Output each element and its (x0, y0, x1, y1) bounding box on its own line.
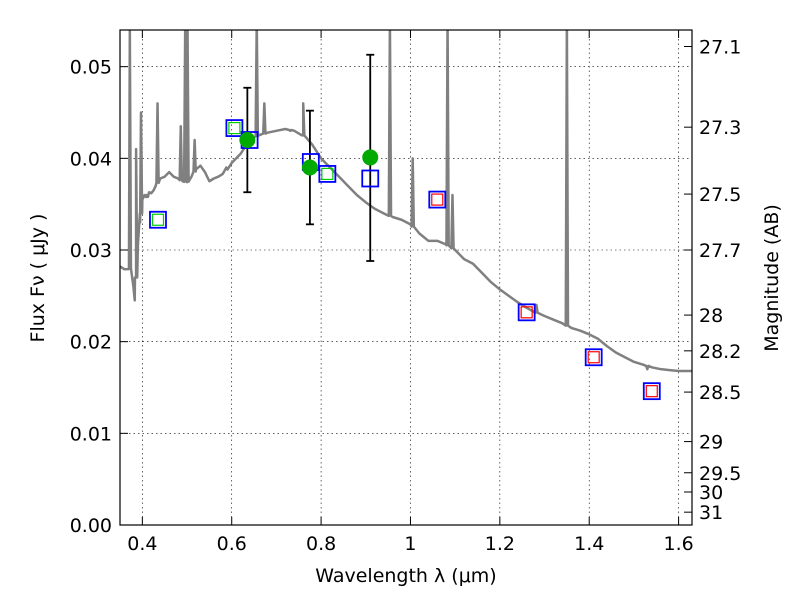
observed-photometry-point (428, 190, 447, 209)
right-tick-label: 27.3 (699, 117, 741, 139)
data-layer (120, 30, 692, 401)
model-photometry-point (520, 306, 533, 319)
y-tick-label: 0.04 (70, 148, 112, 170)
x-tick-label: 1.2 (485, 533, 515, 555)
observed-photometry-point (225, 119, 244, 137)
y-tick-label: 0.03 (70, 240, 112, 262)
x-tick-label: 0.4 (127, 533, 157, 555)
y-tick-label: 0.00 (70, 515, 112, 537)
measured-flux-point (362, 149, 379, 166)
right-tick-label: 27.7 (699, 240, 741, 262)
y-axis-label: Flux Fν ( μJy ) (27, 214, 49, 343)
model-photometry-point (228, 121, 241, 135)
x-tick-label: 1.6 (663, 533, 693, 555)
model-photometry-point (431, 193, 444, 206)
right-tick-label: 30 (699, 482, 723, 504)
model-photometry-point (645, 385, 658, 398)
ticks: 0.4 0.6 0.8 1 1.2 1.4 1.6 0.00 0.01 0.02 0.03 0.04 0… (70, 30, 741, 555)
observed-photometry-point (517, 303, 536, 322)
right-tick-label: 31 (699, 502, 723, 524)
observed-photometry-point (149, 210, 167, 229)
measured-flux-point (301, 159, 318, 176)
model-photometry-point (151, 213, 165, 226)
right-tick-label: 29.5 (699, 463, 741, 485)
y-tick-label: 0.02 (70, 332, 112, 354)
measured-flux-point (239, 132, 256, 148)
right-tick-label: 29 (699, 432, 723, 454)
x-tick-label: 0.6 (217, 533, 247, 555)
observed-photometry-point (318, 165, 337, 183)
right-tick-label: 28.2 (699, 341, 741, 363)
sed-model-line (120, 30, 692, 373)
y-tick-label: 0.05 (70, 57, 112, 79)
model-photometry-point (587, 351, 600, 364)
observed-photometry-point (361, 169, 380, 188)
right-tick-label: 27.5 (699, 184, 741, 206)
observed-photometry-point (584, 348, 603, 367)
plot-frame (119, 29, 693, 526)
x-tick-label: 0.8 (306, 533, 336, 555)
y-axis-label-right: Magnitude (AB) (761, 204, 783, 352)
right-tick-label: 27.1 (699, 37, 741, 59)
x-tick-label: 1.4 (574, 533, 604, 555)
model-photometry-point (321, 167, 334, 181)
y-tick-label: 0.01 (70, 423, 112, 445)
x-tick-label: 1 (404, 533, 416, 555)
x-axis-label: Wavelength λ (μm) (315, 565, 496, 587)
observed-photometry-point (642, 382, 661, 401)
right-tick-label: 28 (699, 305, 723, 327)
right-tick-label: 28.5 (699, 382, 741, 404)
